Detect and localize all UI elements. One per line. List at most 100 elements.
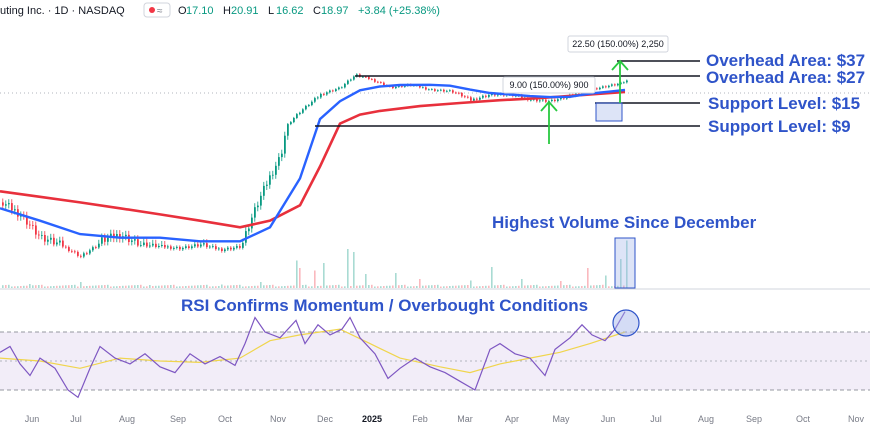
candle-body <box>221 248 223 251</box>
candle-body <box>53 237 55 245</box>
wave-icon: ≈ <box>157 6 163 17</box>
volume-bar <box>605 275 607 288</box>
candle-body <box>320 94 322 98</box>
chart-header: uting Inc. · 1D · NASDAQ ≈ O 17.10 H 20.91 L… <box>0 2 440 18</box>
volume-bar <box>272 284 274 288</box>
volume-bar <box>215 286 217 288</box>
volume-bar <box>308 286 310 288</box>
candle-body <box>68 247 70 251</box>
candle-body <box>44 235 46 242</box>
candle-body <box>227 247 229 250</box>
candle-body <box>293 118 295 123</box>
candle-body <box>101 237 103 244</box>
candle-body <box>242 242 244 248</box>
volume-bar <box>503 284 505 288</box>
candle-body <box>554 99 556 101</box>
volume-bar <box>452 285 454 288</box>
candle-body <box>56 242 58 245</box>
candle-body <box>341 87 343 89</box>
candle-body <box>65 246 67 248</box>
volume-bar <box>476 286 478 288</box>
volume-bar <box>482 286 484 288</box>
volume-bar <box>368 285 370 288</box>
ohlc-readout: O 17.10 H 20.91 L 16.62 C 18.97 +3.84 (+25.38%) <box>178 5 440 17</box>
volume-bar <box>203 285 205 288</box>
volume-bar <box>275 286 277 288</box>
volume-bar <box>584 285 586 288</box>
x-tick-label: Nov <box>270 414 287 424</box>
volume-bar <box>344 286 346 288</box>
volume-bar <box>341 286 343 288</box>
volume-bar <box>104 285 106 288</box>
candle-body <box>614 84 616 86</box>
candle-body <box>338 87 340 90</box>
candle-body <box>146 242 148 247</box>
volume-bar <box>572 286 574 288</box>
x-tick-label: Dec <box>317 414 334 424</box>
volume-bar <box>65 285 67 288</box>
volume-bar <box>188 285 190 288</box>
rsi-line <box>0 311 626 399</box>
candle-body <box>95 247 97 248</box>
volume-bar <box>77 286 79 288</box>
candle-body <box>194 244 196 247</box>
volume-bar <box>419 279 421 288</box>
volume-bar <box>41 284 43 288</box>
x-tick-label: Oct <box>218 414 233 424</box>
candle-body <box>257 205 259 208</box>
ohlc-key-l: L <box>268 5 274 17</box>
candle-body <box>245 231 247 243</box>
volume-bar <box>206 284 208 288</box>
volume-bar <box>110 286 112 288</box>
candle-body <box>266 184 268 186</box>
x-tick-label: Feb <box>412 414 428 424</box>
volume-bar <box>551 285 553 288</box>
ohlc-value-l: 16.62 <box>276 5 304 17</box>
volume-bar <box>533 285 535 288</box>
x-tick-label: Mar <box>457 414 473 424</box>
volume-bar <box>182 286 184 288</box>
volume-bar <box>335 285 337 288</box>
time-axis: Jun Jul Aug Sep Oct Nov Dec 2025 Feb Mar Apr May Jun… <box>25 414 865 424</box>
candle-body <box>215 246 217 250</box>
candle-body <box>452 90 454 93</box>
candle-body <box>422 87 424 89</box>
candle-body <box>599 87 601 90</box>
candle-body <box>263 185 265 196</box>
volume-bar <box>128 285 130 288</box>
candle-body <box>350 79 352 81</box>
volume-bar <box>74 284 76 288</box>
volume-bar <box>464 285 466 288</box>
volume-bar <box>29 284 31 288</box>
volume-bar <box>296 260 298 288</box>
candle-body <box>476 98 478 100</box>
candle-body <box>170 246 172 249</box>
volume-bar <box>221 284 223 288</box>
candle-body <box>179 246 181 250</box>
candle-body <box>380 82 382 83</box>
indicator-toggle[interactable] <box>143 2 171 18</box>
candle-body <box>449 90 451 92</box>
candle-body <box>482 95 484 98</box>
candle-body <box>545 99 547 102</box>
volume-bar <box>560 281 562 288</box>
candle-body <box>116 234 118 239</box>
volume-bar <box>320 285 322 288</box>
candle-body <box>212 246 214 247</box>
candle-body <box>224 249 226 252</box>
candle-body <box>2 202 4 206</box>
volume-bar <box>26 285 28 288</box>
candle-body <box>485 95 487 97</box>
candle-body <box>335 89 337 91</box>
volume-bar <box>299 268 301 288</box>
candle-body <box>431 89 433 90</box>
volume-bar <box>23 285 25 288</box>
volume-bar <box>437 284 439 288</box>
volume-bar <box>53 286 55 288</box>
volume-bar <box>443 286 445 288</box>
candle-body <box>260 195 262 206</box>
volume-bar <box>347 249 349 288</box>
overhead-27-label: Overhead Area: $27 <box>706 68 865 87</box>
ohlc-key-c: C <box>313 5 321 17</box>
volume-bar <box>410 286 412 288</box>
